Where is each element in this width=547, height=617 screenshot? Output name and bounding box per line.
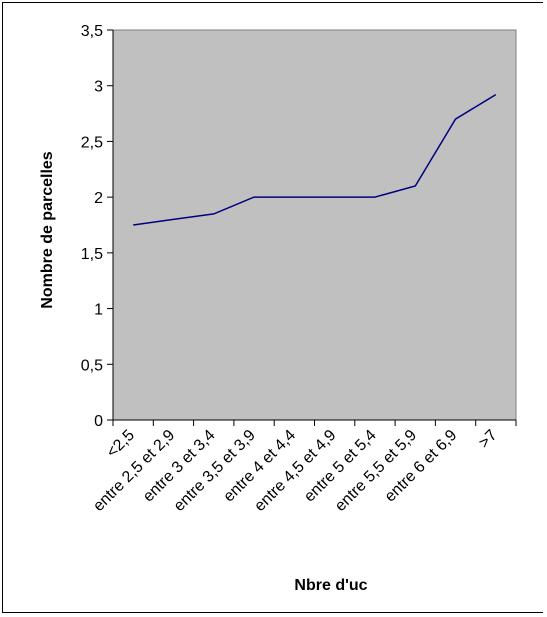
x-tick-label: entre 6 et 6,9 — [382, 427, 461, 506]
y-tick-label: 0,5 — [81, 357, 103, 374]
y-tick-label: 1 — [94, 302, 103, 319]
y-tick-label: 2,5 — [81, 134, 103, 151]
y-axis-ticks: 0 0,5 1 1,5 2 2,5 3 3,5 — [81, 23, 113, 430]
x-tick-label: >7 — [476, 427, 501, 452]
y-tick-label: 2 — [94, 190, 103, 207]
y-axis-title: Nombre de parcelles — [39, 151, 56, 309]
series-line — [133, 93, 497, 226]
x-tick-label: <2,5 — [104, 427, 138, 461]
y-tick-label: 0 — [94, 413, 103, 430]
plot-area — [112, 29, 517, 421]
chart-frame: 0 0,5 1 1,5 2 2,5 3 3,5 <2,5 entre 2,5 et 2,9 ent… — [2, 2, 543, 613]
x-axis-title: Nbre d'uc — [294, 577, 367, 594]
y-tick-label: 3 — [94, 79, 103, 96]
y-tick-label: 1,5 — [81, 246, 103, 263]
y-tick-label: 3,5 — [81, 23, 103, 40]
